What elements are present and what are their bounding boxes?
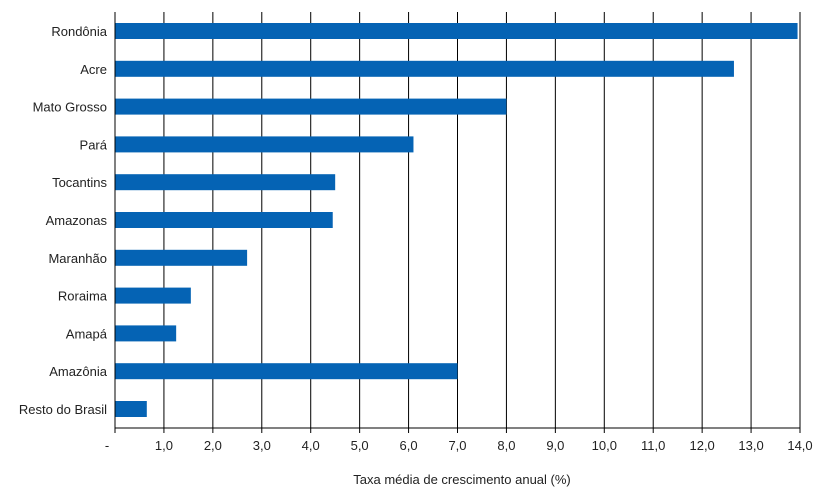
x-tick-label: 2,0 (204, 438, 222, 453)
category-labels: Rondônia Acre Mato Grosso Pará Tocantins Amaz… (19, 24, 108, 417)
category-label: Amapá (66, 326, 108, 341)
x-tick-label: 1,0 (155, 438, 173, 453)
x-tick-label: 13,0 (738, 438, 763, 453)
category-label: Amazônia (49, 364, 108, 379)
gridlines (163, 12, 801, 428)
x-tick-label: 12,0 (689, 438, 714, 453)
x-tick-label: 3,0 (253, 438, 271, 453)
bar (115, 249, 248, 266)
category-label: Amazonas (46, 213, 108, 228)
x-tick-label: 7,0 (448, 438, 466, 453)
bars (115, 23, 798, 417)
bar (115, 98, 507, 115)
x-tick-label: 5,0 (351, 438, 369, 453)
bar (115, 363, 458, 380)
x-tick-label: 11,0 (641, 438, 665, 453)
bar (115, 60, 734, 77)
category-label: Pará (80, 137, 108, 152)
x-tick-label: 14,0 (787, 438, 812, 453)
category-label: Tocantins (52, 175, 107, 190)
x-tick-label: - (105, 438, 109, 453)
category-label: Maranhão (48, 251, 107, 266)
bar (115, 136, 414, 153)
bar (115, 23, 798, 39)
bar (115, 287, 191, 304)
bar (115, 212, 333, 228)
category-label: Mato Grosso (33, 100, 107, 115)
x-tick-label: 6,0 (400, 438, 418, 453)
bar (115, 401, 147, 417)
x-axis-title: Taxa média de crescimento anual (%) (353, 472, 571, 487)
category-label: Acre (80, 62, 107, 77)
x-axis-ticks: - 1,0 2,0 3,0 4,0 5,0 6,0 7,0 8,0 9,0 10,0 11,0 12,0… (105, 428, 813, 453)
x-tick-label: 4,0 (302, 438, 320, 453)
category-label: Resto do Brasil (19, 402, 107, 417)
bar (115, 325, 177, 342)
x-tick-label: 8,0 (497, 438, 515, 453)
x-tick-label: 9,0 (546, 438, 564, 453)
category-label: Rondônia (51, 24, 107, 39)
bar (115, 174, 336, 191)
x-tick-label: 10,0 (592, 438, 617, 453)
category-label: Roraima (58, 289, 108, 304)
